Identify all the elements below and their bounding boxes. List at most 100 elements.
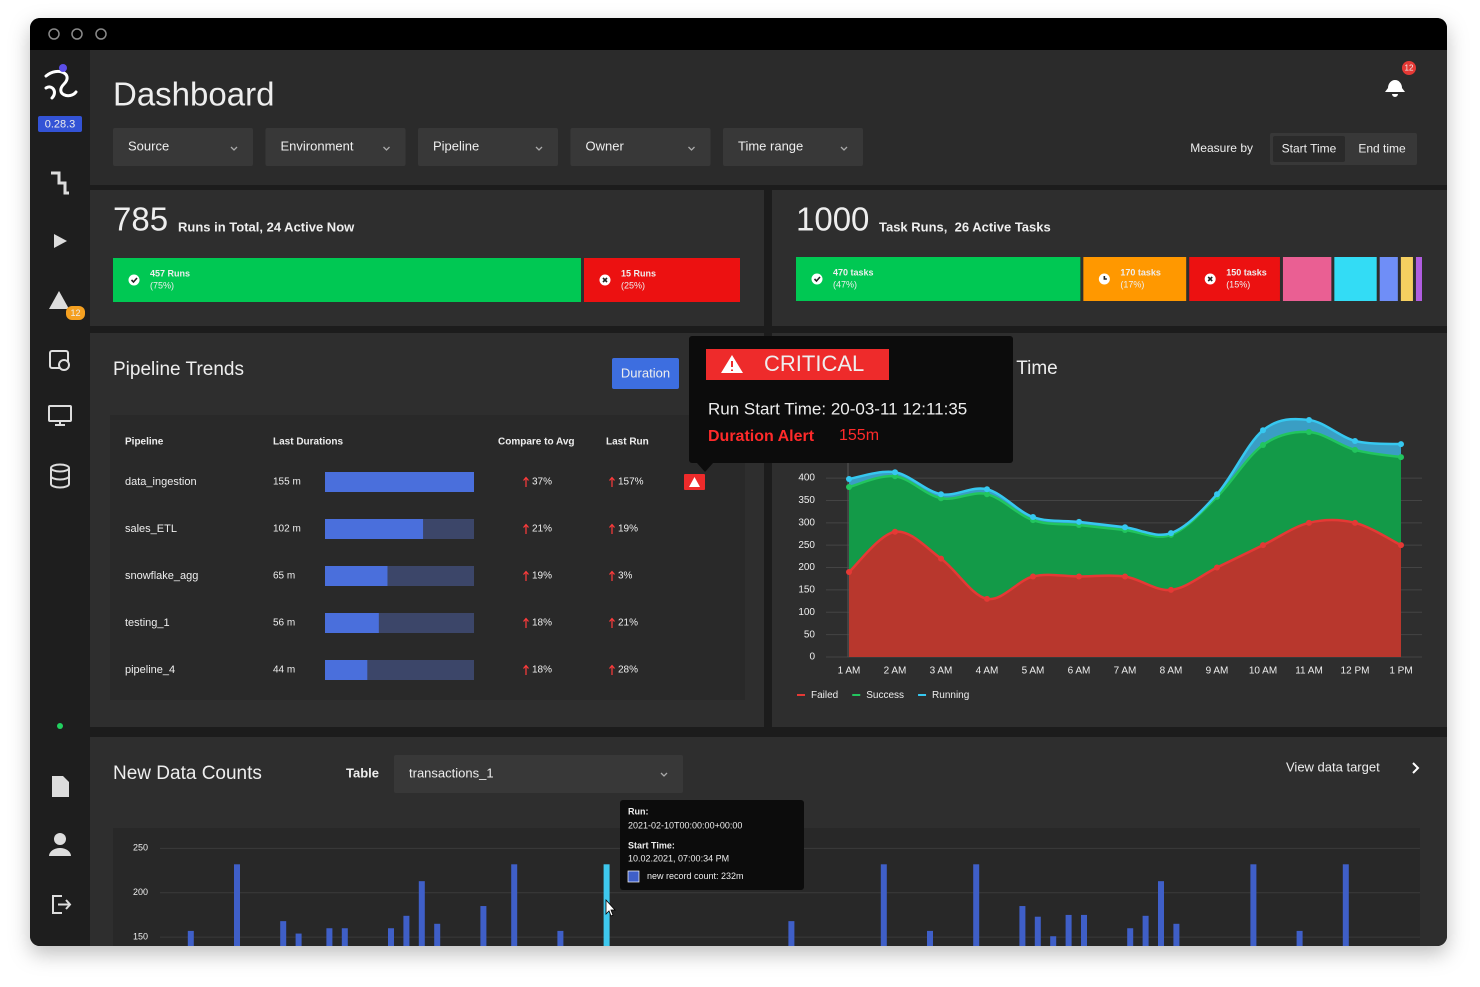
bar[interactable] [1173, 923, 1180, 946]
filter-dropdown[interactable] [113, 128, 253, 166]
filter-caret [688, 146, 695, 151]
y-tick-label: 100 [798, 607, 815, 618]
tooltip-run-label: Run: [628, 806, 649, 816]
status-icon-mark [1207, 276, 1213, 282]
bar[interactable] [1050, 936, 1057, 946]
y-tick-label: 250 [133, 843, 148, 853]
duration-bar [325, 566, 388, 586]
bar[interactable] [418, 881, 425, 946]
bar[interactable] [1158, 881, 1164, 946]
filter-caret [230, 146, 238, 151]
y-tick-label: 200 [798, 562, 815, 573]
pipeline-name: testing_1 [125, 617, 170, 629]
bell-body [1388, 80, 1402, 92]
column-header: Pipeline [125, 437, 164, 448]
bar[interactable] [1142, 915, 1149, 946]
bar[interactable] [880, 864, 887, 946]
tooltip-run: 2021-02-10T00:00:00+00:00 [628, 820, 742, 830]
bar[interactable] [295, 933, 302, 946]
logo[interactable] [44, 70, 78, 100]
bar[interactable] [434, 923, 441, 946]
bar[interactable] [326, 928, 333, 946]
bar[interactable] [1034, 916, 1041, 946]
measure-option[interactable]: Start Time [1282, 142, 1337, 156]
filter-dropdown[interactable] [570, 128, 711, 166]
y-tick-label: 0 [809, 652, 815, 663]
duration-button[interactable] [612, 358, 679, 389]
legend-label[interactable]: Success [866, 690, 904, 701]
compare-avg: 21% [532, 524, 552, 535]
duration-label: 155 m [273, 477, 301, 488]
data-point [846, 569, 852, 576]
cursor [605, 898, 616, 917]
bar[interactable] [927, 930, 933, 946]
status-icon-mark [1103, 276, 1107, 280]
tasks-bar: 470 tasks (47%) 170 tasks (17%) 150 tasks (15… [796, 257, 1422, 301]
logo-dot [59, 64, 67, 72]
legend-label[interactable]: Running [932, 690, 969, 701]
view-target-chevron[interactable] [1412, 762, 1420, 774]
area-chart: 0 50 100 150 200 250 300 350 400 1 AM 2 AM 3 AM 4 AM… [797, 411, 1422, 701]
data-point [1168, 530, 1174, 537]
view-target-link[interactable]: View data target [1286, 759, 1380, 774]
bar[interactable] [1250, 864, 1257, 946]
bar[interactable] [1342, 864, 1349, 946]
bar[interactable] [1081, 914, 1087, 946]
tooltip-start: 10.02.2021, 07:00:34 PM [628, 853, 729, 863]
nav-runs[interactable] [54, 234, 67, 248]
measure-options: Start Time End time [1273, 136, 1406, 162]
table-select[interactable] [394, 755, 683, 793]
last-run: 19% [618, 524, 638, 535]
data-point [892, 469, 898, 476]
version-badge [38, 116, 82, 132]
runs-caption: Runs in Total, 24 Active Now [178, 219, 355, 234]
nav-alerts[interactable] [49, 291, 69, 309]
data-point [846, 475, 852, 482]
data-point [1398, 542, 1404, 549]
bar[interactable] [511, 864, 518, 946]
increase-arrow [523, 570, 529, 581]
segment-percent: (15%) [1226, 279, 1250, 289]
increase-arrow [609, 523, 615, 534]
filter-dropdown[interactable] [265, 128, 406, 166]
nav-docs[interactable] [52, 776, 69, 797]
segment-label: 15 Runs [621, 268, 656, 278]
bar[interactable] [234, 864, 240, 946]
last-run: 3% [618, 571, 633, 582]
bar[interactable] [187, 930, 194, 946]
legend-label[interactable]: Failed [811, 690, 838, 701]
nav-logout[interactable] [52, 895, 72, 914]
bar[interactable] [1065, 914, 1072, 946]
nav-pipelines[interactable] [51, 171, 69, 195]
measure-option-active[interactable] [1273, 136, 1345, 162]
bar[interactable] [403, 915, 410, 946]
data-point [938, 491, 944, 498]
bar[interactable] [280, 921, 287, 946]
bar[interactable] [341, 928, 348, 946]
bar[interactable] [973, 864, 980, 946]
select-caret [660, 772, 668, 777]
filter-label: Pipeline [433, 138, 479, 153]
filter-dropdown[interactable] [723, 128, 863, 166]
window-minimize[interactable] [71, 28, 83, 40]
window-zoom[interactable] [95, 28, 107, 40]
filter-dropdown[interactable] [418, 128, 558, 166]
data-point [892, 528, 898, 535]
measure-option[interactable]: End time [1358, 142, 1406, 156]
bar[interactable] [1019, 906, 1026, 946]
window-close[interactable] [48, 28, 60, 40]
bar[interactable] [788, 921, 795, 946]
column-header: Last Durations [273, 437, 343, 448]
filter-label: Time range [738, 138, 803, 153]
duration-label: 65 m [273, 571, 295, 582]
bar[interactable] [480, 906, 487, 946]
x-tick-label: 9 AM [1206, 666, 1229, 677]
bar[interactable] [388, 928, 394, 946]
nav-user-head[interactable] [54, 833, 66, 845]
bar[interactable] [557, 930, 564, 946]
column-header: Last Run [606, 437, 649, 448]
table-label: Table [346, 765, 379, 780]
bar[interactable] [1296, 930, 1303, 946]
bar[interactable] [1127, 928, 1134, 946]
